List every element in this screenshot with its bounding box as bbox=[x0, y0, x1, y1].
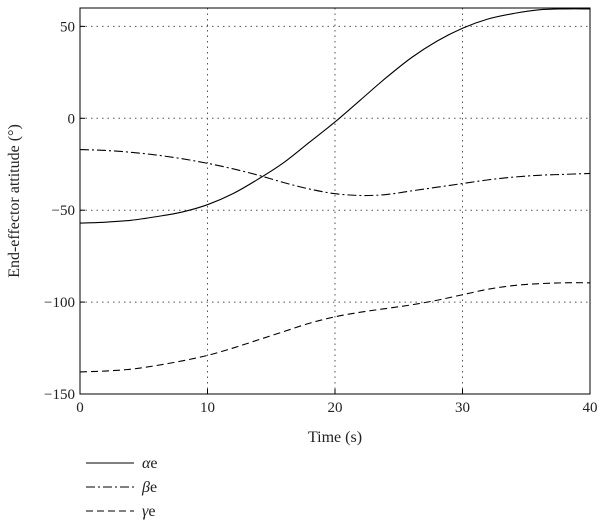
series-line-1 bbox=[79, 8, 591, 224]
x-axis-label: Time (s) bbox=[308, 429, 362, 446]
x-tick-label: 0 bbox=[76, 400, 84, 416]
legend-label: βe bbox=[141, 479, 157, 496]
x-tick-label: 40 bbox=[583, 400, 598, 416]
y-tick-label: −100 bbox=[44, 295, 75, 311]
legend-label: αe bbox=[142, 455, 158, 472]
axis-ticks: 0 10 20 30 40 −150 −100 −50 0 50 bbox=[44, 19, 597, 416]
series-line-2 bbox=[79, 148, 591, 197]
y-axis-label: End-effector attitude (°) bbox=[6, 124, 23, 278]
y-tick-label: 50 bbox=[60, 19, 75, 35]
legend: αe βe γe bbox=[86, 455, 158, 520]
y-tick-label: −50 bbox=[52, 203, 75, 219]
y-tick-label: −150 bbox=[44, 387, 75, 403]
legend-label: γe bbox=[142, 503, 155, 520]
x-tick-label: 20 bbox=[328, 400, 343, 416]
series-line-3 bbox=[79, 282, 591, 373]
x-tick-label: 10 bbox=[200, 400, 215, 416]
grid-lines bbox=[80, 8, 590, 394]
x-tick-label: 30 bbox=[455, 400, 470, 416]
y-tick-label: 0 bbox=[68, 111, 76, 127]
series-lines bbox=[79, 8, 591, 373]
